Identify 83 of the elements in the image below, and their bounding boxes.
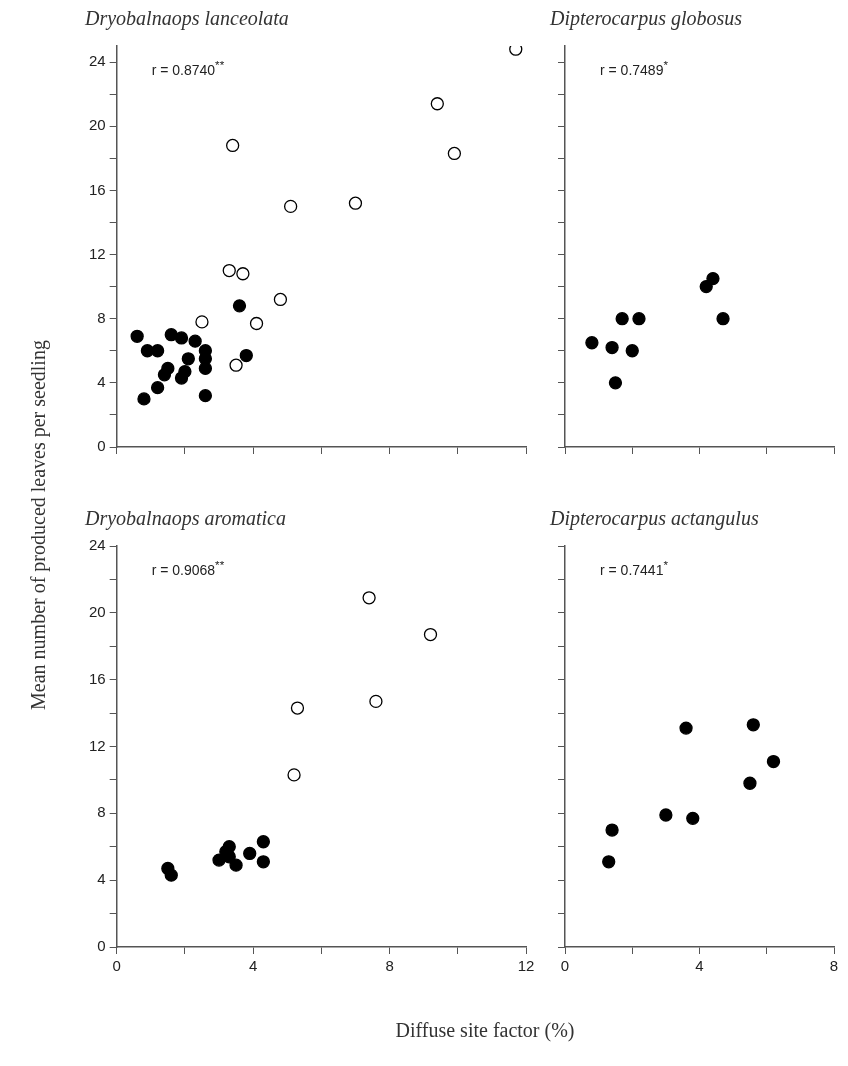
- point: [229, 858, 243, 872]
- y-tick-label: 0: [97, 437, 106, 455]
- y-axis-title: Mean number of produced leaves per seedling: [26, 340, 50, 710]
- x-tick-label: 0: [560, 957, 570, 975]
- y-tick-label: 20: [89, 116, 106, 134]
- x-tick-label: 8: [829, 957, 839, 975]
- chart-title: Dipterocarpus globosus: [549, 7, 743, 31]
- point: [256, 835, 271, 849]
- x-tick-label: 0: [112, 957, 121, 975]
- point: [174, 331, 189, 345]
- point: [746, 718, 760, 732]
- point: [605, 823, 619, 837]
- point: [249, 316, 264, 331]
- y-tick-label: 4: [97, 372, 106, 390]
- point: [659, 808, 673, 822]
- point: [150, 381, 165, 395]
- point: [178, 364, 192, 379]
- point: [229, 358, 243, 372]
- x-tick-label: 8: [385, 957, 394, 975]
- x-tick-label: 4: [695, 957, 704, 975]
- point: [181, 352, 195, 366]
- point: [150, 344, 165, 358]
- point: [232, 299, 247, 313]
- chart-title: Dryobalnaops aromatica: [84, 507, 286, 531]
- annotation: r = 0.7441$^{*}$: [600, 558, 668, 578]
- point: [615, 312, 629, 326]
- y-tick-label: 24: [89, 536, 106, 554]
- point: [236, 267, 250, 281]
- point: [290, 701, 305, 715]
- point: [369, 694, 383, 709]
- annotation: r = 0.7489$^{*}$: [600, 58, 668, 78]
- point: [164, 868, 178, 882]
- point: [226, 138, 240, 153]
- point: [222, 850, 236, 864]
- point: [585, 336, 599, 350]
- point: [716, 312, 730, 326]
- point: [706, 271, 720, 286]
- point: [605, 340, 619, 355]
- point: [195, 315, 209, 329]
- point: [632, 312, 646, 326]
- point: [766, 754, 781, 769]
- x-axis-title: Diffuse site factor (%): [395, 1018, 575, 1042]
- point: [130, 329, 144, 343]
- point: [686, 811, 700, 825]
- y-tick-label: 8: [97, 803, 106, 821]
- y-tick-label: 12: [89, 736, 106, 754]
- point: [198, 389, 213, 403]
- point: [222, 263, 236, 278]
- point: [679, 721, 693, 735]
- point: [137, 392, 151, 406]
- point: [447, 146, 462, 161]
- chart-title: Dryobalnaops lanceolata: [84, 7, 289, 31]
- point: [348, 196, 363, 210]
- point: [161, 361, 175, 376]
- y-tick-label: 24: [89, 52, 106, 70]
- point: [423, 627, 438, 642]
- point: [243, 846, 257, 861]
- y-tick-label: 20: [89, 602, 106, 620]
- x-tick-label: 4: [248, 957, 258, 975]
- point: [430, 97, 444, 111]
- point: [198, 361, 213, 376]
- annotation: r = 0.9068$^{**}$: [151, 558, 225, 578]
- y-tick-label: 16: [89, 669, 106, 687]
- point: [602, 855, 616, 869]
- point: [625, 344, 639, 358]
- annotation: r = 0.8740$^{**}$: [151, 58, 225, 78]
- x-tick-label: 12: [517, 957, 535, 975]
- point: [509, 46, 523, 56]
- point: [283, 199, 298, 214]
- y-tick-label: 12: [89, 244, 106, 262]
- point: [273, 292, 288, 307]
- y-tick-label: 8: [97, 308, 106, 326]
- y-tick-label: 16: [89, 180, 106, 198]
- point: [608, 376, 623, 390]
- point: [256, 855, 271, 869]
- chart-title: Dipterocarpus actangulus: [549, 507, 759, 531]
- point: [239, 348, 253, 363]
- point: [362, 591, 376, 605]
- point: [743, 776, 757, 790]
- point: [188, 334, 202, 348]
- y-tick-label: 4: [97, 870, 106, 888]
- point: [287, 768, 301, 782]
- y-tick-label: 0: [97, 937, 106, 955]
